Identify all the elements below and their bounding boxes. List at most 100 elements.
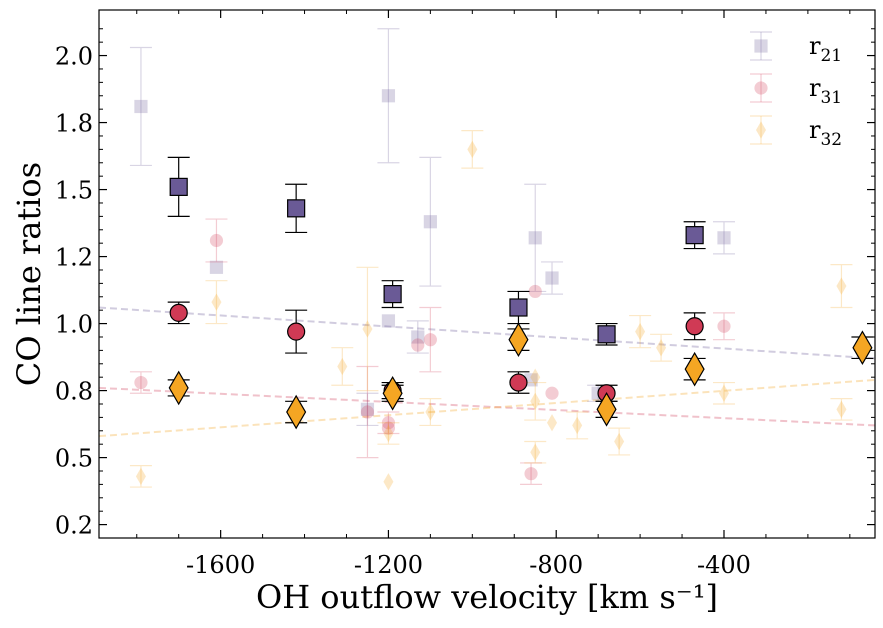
legend-label-r32: r32 — [809, 116, 842, 150]
errbar-r32-faint-3 — [356, 266, 379, 392]
errbar-r21-faint-8 — [541, 261, 564, 295]
point-r32-5 — [684, 351, 705, 387]
point-r21-faint-2 — [381, 89, 396, 103]
point-r31-faint-7 — [528, 284, 542, 299]
point-r31-faint-8 — [545, 386, 559, 400]
point-r31-faint-9 — [524, 467, 538, 481]
trend-line-r32 — [98, 378, 876, 438]
errbar-r31-faint-10 — [712, 312, 735, 341]
point-r32-6 — [852, 330, 873, 366]
point-r21-faint-4 — [411, 330, 425, 344]
point-r32-faint-14 — [635, 322, 646, 341]
point-r31-5 — [685, 317, 704, 336]
point-r31-3 — [509, 373, 528, 392]
legend-label-r21-sub: 21 — [820, 46, 842, 66]
errbar-r31-faint-6 — [419, 306, 442, 373]
y-tick-label: 1.8 — [55, 110, 93, 138]
y-tick-label: 0.2 — [55, 512, 93, 540]
point-r31-faint-3 — [381, 416, 396, 430]
point-r32-faint-8 — [530, 443, 541, 461]
point-r21-faint-11 — [717, 231, 731, 245]
point-r31-faint-10 — [717, 319, 731, 333]
point-r32-faint-6 — [425, 403, 436, 421]
y-tick-label: 0.8 — [55, 378, 93, 406]
point-r32-faint-13 — [614, 432, 625, 451]
legend-label-r31-sub: 31 — [820, 88, 842, 108]
legend-label-r32-main: r — [809, 116, 821, 144]
errbar-r32-faint-18 — [830, 398, 853, 421]
point-r21-faint-8 — [545, 271, 559, 285]
point-r21-2 — [383, 285, 402, 304]
point-r32-faint-9 — [530, 392, 541, 410]
y-tick-label: 2.0 — [55, 43, 93, 71]
errbar-r21-faint-0 — [129, 46, 152, 167]
errbar-r21-faint-2 — [377, 28, 400, 164]
errbar-r32-faint-12 — [566, 411, 589, 440]
point-r32-4 — [596, 392, 617, 427]
legend-marker-r32 — [755, 121, 767, 139]
point-r21-faint-0 — [134, 99, 148, 114]
point-r32-faint-10 — [530, 368, 541, 386]
legend-label-r21-main: r — [809, 32, 821, 60]
y-tick-label: 1.5 — [55, 177, 93, 205]
point-r31-faint-5 — [411, 338, 425, 352]
point-r32-faint-15 — [656, 339, 667, 357]
point-r21-0 — [169, 177, 188, 196]
faint-points-layer — [129, 28, 853, 491]
errbar-r32-faint-14 — [629, 314, 652, 349]
highlighted-points-layer — [167, 156, 874, 430]
errbar-r32-faint-4 — [377, 422, 400, 445]
point-r31-faint-1 — [209, 233, 224, 248]
point-r21-faint-5 — [423, 215, 437, 229]
errbar-r21-faint-4 — [406, 320, 429, 354]
point-r31-faint-0 — [134, 375, 148, 390]
point-r32-faint-2 — [337, 357, 348, 376]
legend-label-r31: r31 — [809, 74, 842, 108]
x-tick-label: -1200 — [354, 551, 423, 579]
errbar-r31-faint-0 — [129, 371, 152, 394]
point-r31-faint-4 — [381, 421, 396, 435]
trend-line-r31 — [98, 386, 876, 427]
point-r31-faint-6 — [423, 333, 437, 347]
errbar-r32-faint-16 — [712, 381, 735, 405]
point-r21-faint-3 — [381, 314, 396, 328]
x-axis-title: OH outflow velocity [km s⁻¹] — [256, 578, 718, 616]
point-r32-1 — [286, 394, 307, 430]
point-r21-1 — [287, 199, 306, 218]
y-tick-labels: 0.2 0.5 0.8 1.0 1.2 1.5 1.8 2.0 — [55, 43, 93, 540]
point-r21-faint-6 — [360, 402, 375, 416]
errbar-r32-faint-1 — [205, 280, 228, 325]
plot-frame — [98, 9, 876, 539]
y-tick-label: 1.0 — [55, 311, 93, 339]
x-tick-label: -1600 — [186, 551, 255, 579]
legend-marker-r31 — [754, 81, 768, 95]
legend-label-r31-main: r — [809, 74, 821, 102]
point-r31-faint-2 — [360, 405, 375, 419]
errbar-r32-faint-7 — [461, 130, 484, 169]
point-r32-faint-12 — [572, 416, 583, 435]
point-r32-2 — [382, 375, 403, 411]
point-r31-0 — [169, 303, 188, 322]
y-tick-label: 0.5 — [55, 445, 93, 473]
errbar-r32-faint-2 — [331, 347, 354, 386]
trend-line-r21 — [98, 306, 876, 360]
errbar-r32-faint-8 — [524, 440, 547, 464]
legend-marker-r21 — [754, 39, 768, 53]
x-tick-labels: -1600 -1200 -800 -400 — [186, 551, 751, 579]
errbar-r21-faint-5 — [419, 156, 442, 287]
x-tick-label: -800 — [529, 551, 583, 579]
errbar-r32-faint-0 — [129, 465, 152, 488]
point-r32-faint-5 — [383, 473, 394, 491]
point-r32-faint-4 — [383, 424, 394, 443]
legend-label-r32-sub: 32 — [820, 130, 842, 150]
point-r21-faint-7 — [528, 231, 542, 245]
errbar-r32-faint-17 — [830, 264, 853, 309]
point-r21-4 — [597, 325, 616, 344]
errbar-r31-faint-1 — [205, 218, 228, 263]
errbar-r21-faint-11 — [712, 221, 735, 255]
y-axis-title: CO line ratios — [10, 162, 48, 386]
errbar-r32-faint-13 — [608, 427, 631, 456]
axis-ticks — [99, 10, 875, 538]
